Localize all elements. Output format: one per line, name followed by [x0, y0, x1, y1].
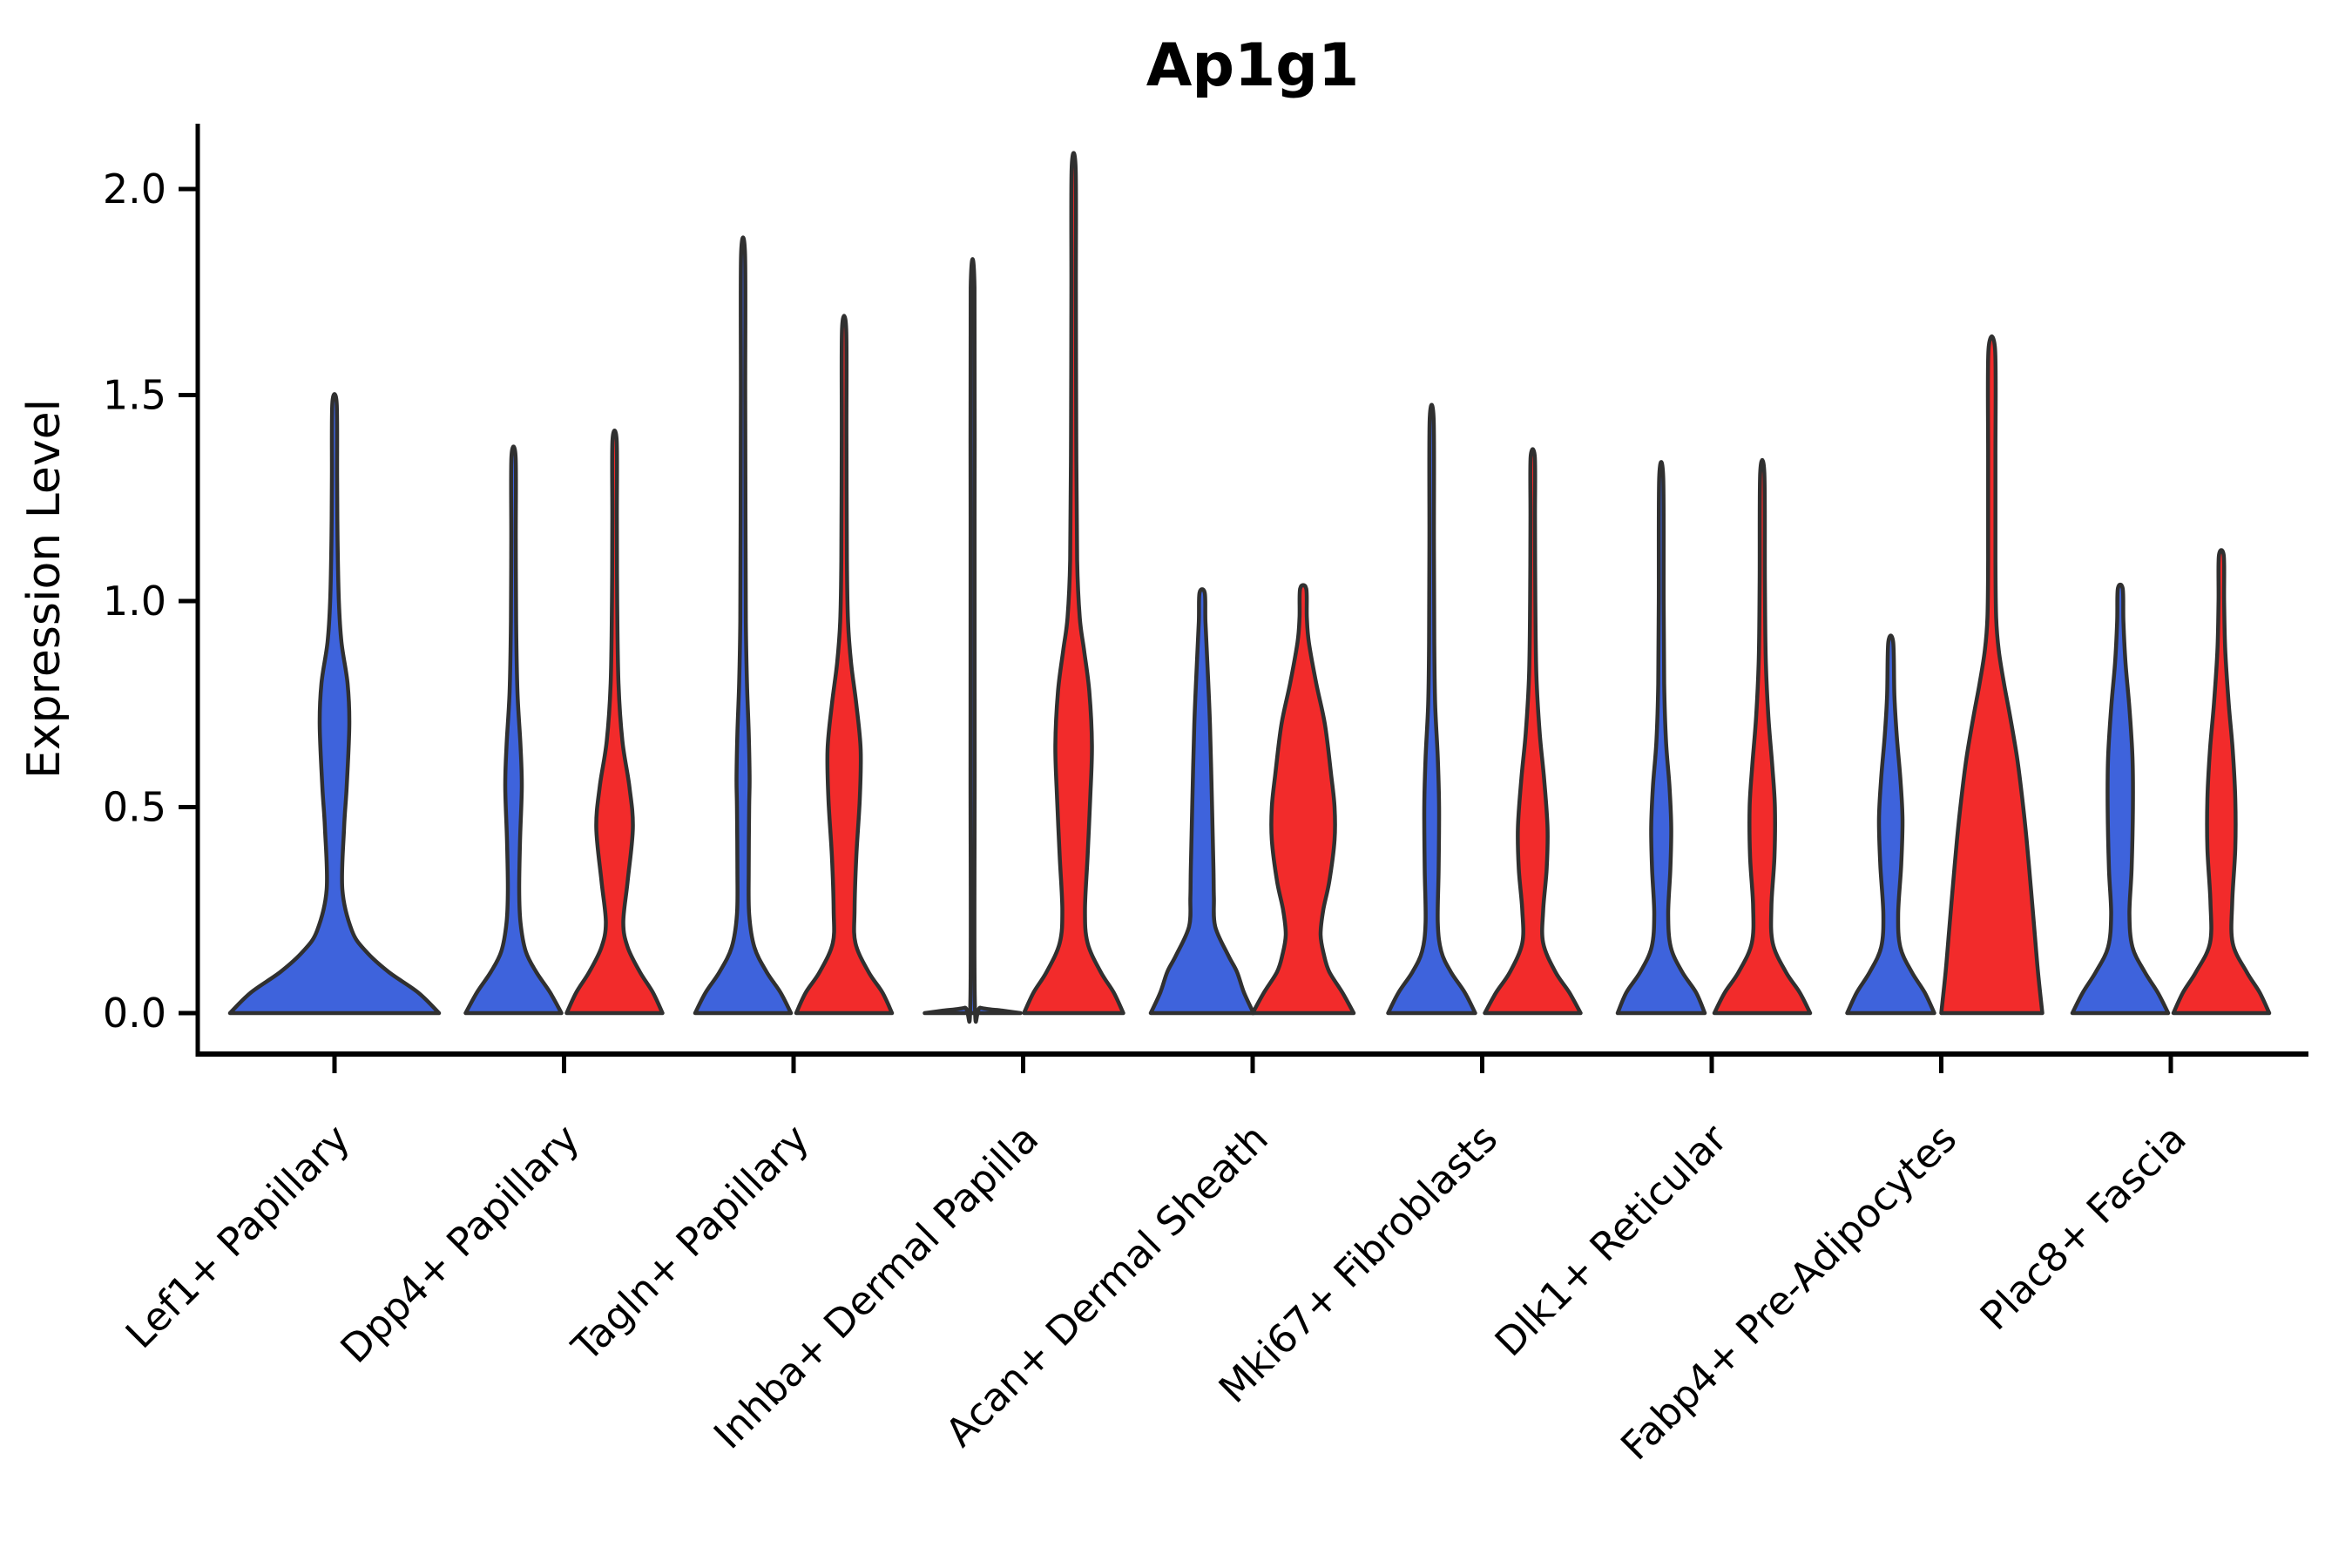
y-tick-label-1.5: 1.5: [103, 372, 166, 419]
x-tick-label-tagln-papillary: Tagln+ Papillary: [563, 1115, 818, 1370]
violin-mki67-fibroblasts-blue: [1386, 402, 1477, 1016]
y-ticks-group: 0.0 0.5 1.0 1.5 2.0: [103, 166, 198, 1037]
violin-inhba-dermal-papilla-blue: [923, 257, 1023, 1024]
y-tick-label-0.0: 0.0: [103, 990, 166, 1037]
violin-lef1-papillary-blue: [227, 392, 442, 1016]
violin-tagln-papillary-blue: [693, 235, 794, 1016]
chart-title: Ap1g1: [1146, 31, 1360, 100]
violin-inhba-dermal-papilla-red: [1022, 151, 1125, 1016]
violin-dpp4-papillary-blue: [463, 444, 564, 1016]
violin-plac8-fascia-blue: [2070, 582, 2171, 1016]
violin-acan-dermal-sheath-red: [1250, 583, 1356, 1016]
violin-dlk1-reticular-blue: [1615, 460, 1707, 1016]
y-tick-label-0.5: 0.5: [103, 784, 166, 831]
x-tick-label-dlk1-reticular: Dlk1+ Reticular: [1486, 1115, 1736, 1365]
x-tick-label-plac8-fascia: Plac8+ Fascia: [1971, 1115, 2195, 1339]
x-tick-label-dpp4-papillary: Dpp4+ Papillary: [331, 1115, 588, 1372]
y-tick-label-1.0: 1.0: [103, 578, 166, 625]
violin-mki67-fibroblasts-red: [1483, 447, 1583, 1016]
violin-tagln-papillary-red: [794, 314, 895, 1016]
y-tick-label-2.0: 2.0: [103, 166, 166, 213]
x-tick-label-lef1-papillary: Lef1+ Papillary: [117, 1115, 359, 1357]
violin-plac8-fascia-red: [2171, 548, 2272, 1016]
violins-group: [227, 151, 2272, 1024]
violin-fabp4-pre-adipocytes-blue: [1845, 633, 1936, 1016]
violin-acan-dermal-sheath-blue: [1148, 587, 1256, 1016]
violin-dpp4-papillary-red: [564, 429, 665, 1016]
violin-fabp4-pre-adipocytes-red: [1939, 334, 2044, 1016]
violin-dlk1-reticular-red: [1712, 457, 1813, 1016]
y-axis-label: Expression Level: [18, 399, 71, 779]
